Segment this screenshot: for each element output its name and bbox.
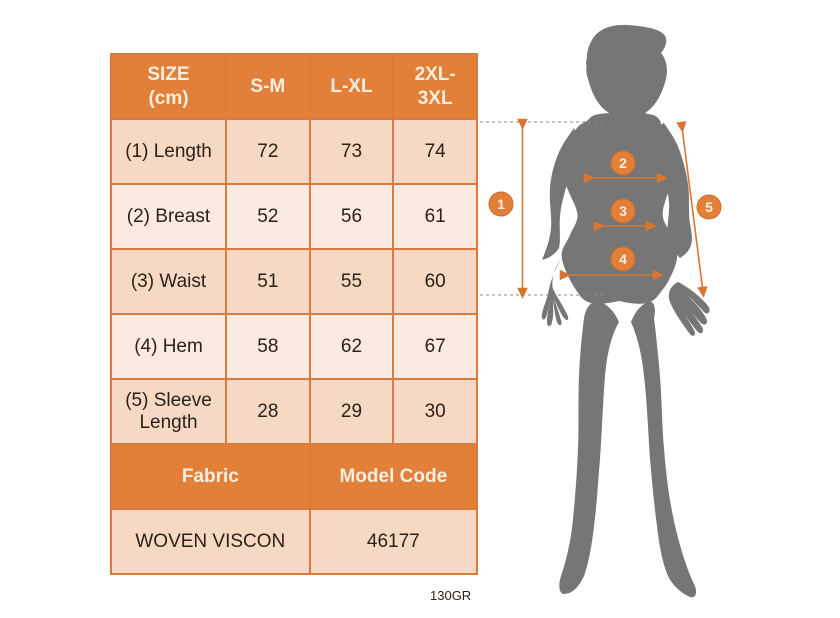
svg-text:3: 3: [619, 203, 627, 219]
svg-text:5: 5: [705, 199, 713, 215]
svg-text:4: 4: [619, 251, 627, 267]
svg-text:2: 2: [619, 155, 627, 171]
svg-text:1: 1: [497, 196, 505, 212]
